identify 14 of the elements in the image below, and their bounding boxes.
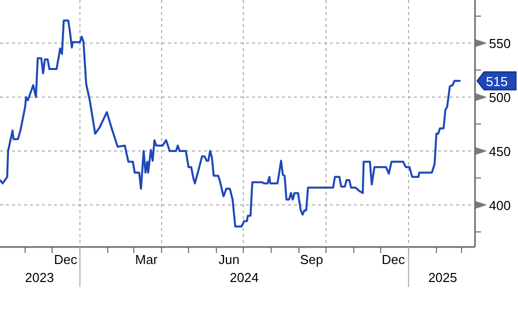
x-tick-label: Dec — [54, 252, 78, 267]
y-tick-label: 550 — [489, 36, 511, 52]
annotation: 515 — [486, 74, 508, 89]
x-tick-label: Sep — [300, 252, 324, 267]
x2-tick-label: 2023 — [25, 270, 54, 285]
y-tick-label: 500 — [489, 90, 511, 106]
y-tick-label: 450 — [489, 144, 511, 160]
x-tick-label: Mar — [135, 252, 158, 267]
x2-tick-label: 2025 — [428, 270, 458, 285]
line-series — [0, 19, 461, 228]
x2-tick-label: 2024 — [230, 270, 259, 285]
y-tick-label: 400 — [489, 198, 511, 213]
x-tick-label: Jun — [218, 252, 240, 267]
x-tick-label: Dec — [382, 252, 406, 267]
